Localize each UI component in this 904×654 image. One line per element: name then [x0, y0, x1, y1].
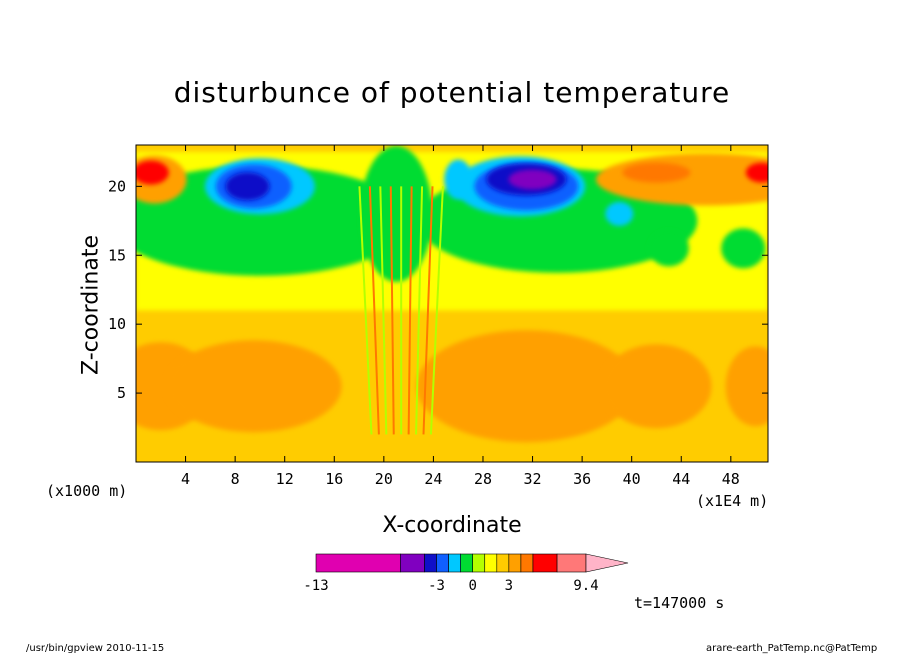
x-scale-label-2: (x1E4 m) [696, 492, 769, 510]
colorbar-cell [520, 553, 534, 573]
field-region [416, 330, 637, 443]
x-tick-label: 16 [325, 470, 343, 488]
plume-streak [389, 186, 395, 435]
heatmap-field [136, 145, 768, 462]
colorbar-cell [472, 553, 486, 573]
field-region [745, 162, 768, 183]
field-region [648, 230, 689, 267]
plume-streak [358, 186, 373, 435]
x-axis: 4 8 12 16 20 24 28 32 36 40 44 48 [181, 145, 740, 488]
colorbar-tick-label: -3 [428, 578, 445, 594]
x-tick-label: 44 [672, 470, 690, 488]
field-region [225, 172, 270, 201]
colorbar-cell [424, 553, 437, 573]
x-tick-label: 40 [623, 470, 641, 488]
plume-streak [379, 186, 388, 435]
field-region [136, 160, 169, 185]
plot-frame [135, 144, 769, 463]
x-tick-label: 4 [181, 470, 190, 488]
colorbar-arrow [585, 553, 629, 573]
x-tick-label: 12 [276, 470, 294, 488]
y-tick-label: 15 [108, 246, 126, 264]
field-region [165, 340, 342, 433]
y-tick-label: 10 [108, 315, 126, 333]
x-tick-label: 8 [231, 470, 240, 488]
plume-streak [429, 186, 444, 435]
x-tick-label: 36 [573, 470, 591, 488]
field-region [136, 165, 410, 276]
colorbar-cell [532, 553, 558, 573]
footer-left: /usr/bin/gpview 2010-11-15 [26, 643, 165, 654]
colorbar-cell [460, 553, 473, 573]
field-region [605, 201, 634, 226]
x-tick-label: 32 [524, 470, 542, 488]
plume-streak [422, 186, 434, 435]
field-region [721, 228, 766, 269]
field-region [725, 346, 768, 427]
colorbar-tick-label: 9.4 [573, 578, 598, 594]
colorbar-cell [484, 553, 498, 573]
x-tick-label: 20 [375, 470, 393, 488]
plume-streak [415, 186, 424, 435]
x-tick-label: 28 [474, 470, 492, 488]
colorbar-cell [496, 553, 510, 573]
colorbar-tick-label: -13 [303, 578, 328, 594]
colorbar-cell [436, 553, 449, 573]
colorbar-tick-label: 3 [505, 578, 513, 594]
y-axis: 5 10 15 20 [108, 177, 768, 402]
field-region [601, 344, 712, 429]
colorbar-cell [400, 553, 425, 573]
plume-streak [407, 186, 413, 435]
x-tick-label: 48 [722, 470, 740, 488]
field-region [508, 169, 557, 190]
colorbar-cell [448, 553, 461, 573]
field-region [444, 159, 473, 200]
y-axis-label: Z-coordinate [78, 235, 104, 375]
footer-right: arare-earth_PatTemp.nc@PatTemp [706, 643, 878, 654]
y-tick-label: 5 [117, 384, 126, 402]
colorbar: -13 -3 0 3 9.4 [303, 553, 629, 594]
x-tick-label: 24 [424, 470, 442, 488]
y-tick-label: 20 [108, 177, 126, 195]
colorbar-cell [508, 553, 522, 573]
field-region [596, 153, 768, 206]
chart-title: disturbunce of potential temperature [173, 76, 731, 109]
colorbar-tick-label: 0 [468, 578, 476, 594]
colorbar-cell [556, 553, 587, 573]
x-axis-label: X-coordinate [382, 513, 522, 538]
colorbar-cell [315, 553, 401, 573]
time-label: t=147000 s [634, 594, 725, 612]
plume-streak [368, 186, 380, 435]
x-scale-label: (x1000 m) [46, 482, 128, 500]
field-region [360, 145, 433, 282]
field-region [622, 162, 691, 183]
